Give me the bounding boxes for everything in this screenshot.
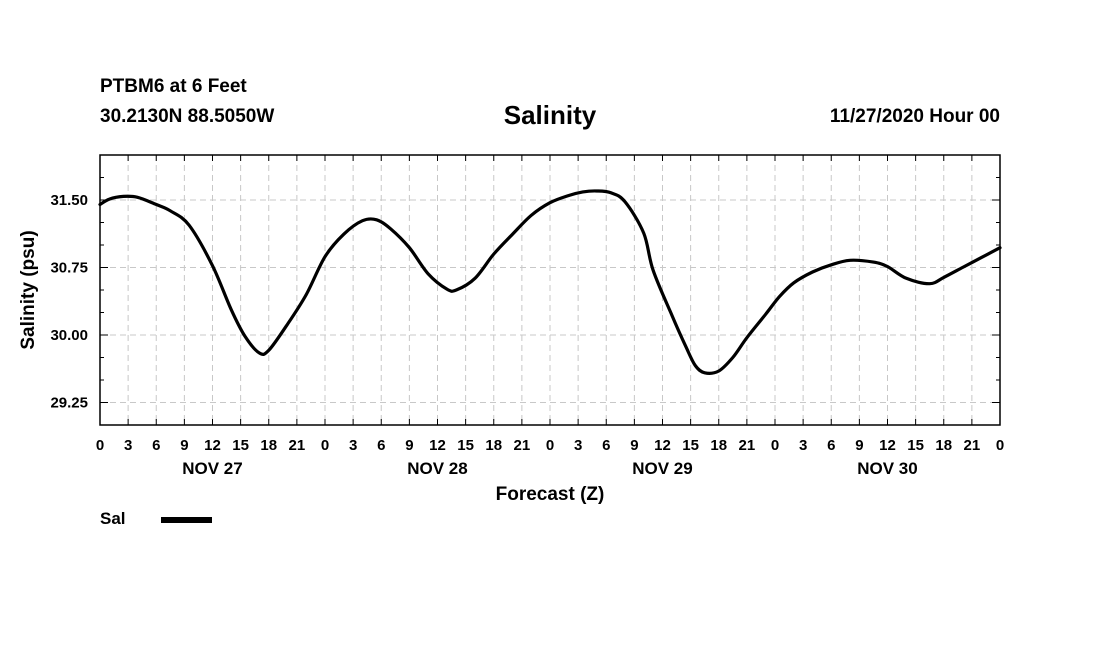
station-label: PTBM6 at 6 Feet	[100, 76, 247, 97]
day-label: NOV 30	[857, 459, 917, 478]
x-tick-label: 21	[289, 437, 306, 454]
x-tick-label: 6	[602, 437, 610, 454]
y-tick-label: 29.25	[50, 395, 88, 412]
x-tick-label: 9	[855, 437, 863, 454]
x-tick-label: 0	[771, 437, 779, 454]
x-tick-label: 0	[96, 437, 104, 454]
chart-title: Salinity	[503, 100, 597, 130]
series-layer	[98, 189, 1002, 375]
x-tick-label: 21	[964, 437, 981, 454]
x-tick-label: 15	[907, 437, 924, 454]
x-axis-title: Forecast (Z)	[496, 484, 605, 505]
y-tick-label: 30.00	[50, 327, 88, 344]
x-tick-label: 3	[349, 437, 357, 454]
legend-label: Sal	[100, 509, 126, 528]
day-label: NOV 28	[407, 459, 467, 478]
x-tick-label: 12	[879, 437, 896, 454]
x-tick-label: 21	[514, 437, 531, 454]
y-tick-label: 30.75	[50, 260, 88, 277]
x-tick-label: 9	[180, 437, 188, 454]
x-tick-label: 15	[682, 437, 699, 454]
x-tick-label: 18	[260, 437, 277, 454]
x-tick-label: 12	[429, 437, 446, 454]
x-tick-label: 12	[204, 437, 221, 454]
x-tick-label: 3	[574, 437, 582, 454]
axis-labels: 0 3 6 9 12 15 18 21 0 3 6 9 12 15 18 21 0 3 6 9 12 15 18 21 0 3 6 9…	[18, 192, 1004, 505]
tick-marks	[99, 154, 1001, 426]
day-label: NOV 27	[182, 459, 242, 478]
x-tick-label: 3	[799, 437, 807, 454]
x-tick-label: 18	[935, 437, 952, 454]
y-axis-title: Salinity (psu)	[18, 230, 39, 349]
x-tick-label: 9	[630, 437, 638, 454]
x-tick-label: 0	[996, 437, 1004, 454]
x-tick-label: 21	[739, 437, 756, 454]
x-tick-label: 0	[321, 437, 329, 454]
x-tick-label: 6	[377, 437, 385, 454]
x-tick-label: 6	[827, 437, 835, 454]
series-line-sal	[98, 189, 1002, 375]
y-tick-label: 31.50	[50, 192, 88, 209]
legend-line-swatch	[161, 517, 212, 523]
x-tick-label: 18	[485, 437, 502, 454]
day-label: NOV 29	[632, 459, 692, 478]
forecast-datetime: 11/27/2020 Hour 00	[829, 106, 1000, 127]
station-coordinates: 30.2130N 88.5050W	[100, 106, 275, 127]
x-tick-label: 12	[654, 437, 671, 454]
x-tick-label: 9	[405, 437, 413, 454]
x-tick-label: 3	[124, 437, 132, 454]
x-tick-label: 6	[152, 437, 160, 454]
x-tick-label: 18	[710, 437, 727, 454]
x-tick-label: 15	[457, 437, 474, 454]
x-tick-label: 15	[232, 437, 249, 454]
grid-lines	[100, 155, 1000, 425]
x-tick-label: 0	[546, 437, 554, 454]
